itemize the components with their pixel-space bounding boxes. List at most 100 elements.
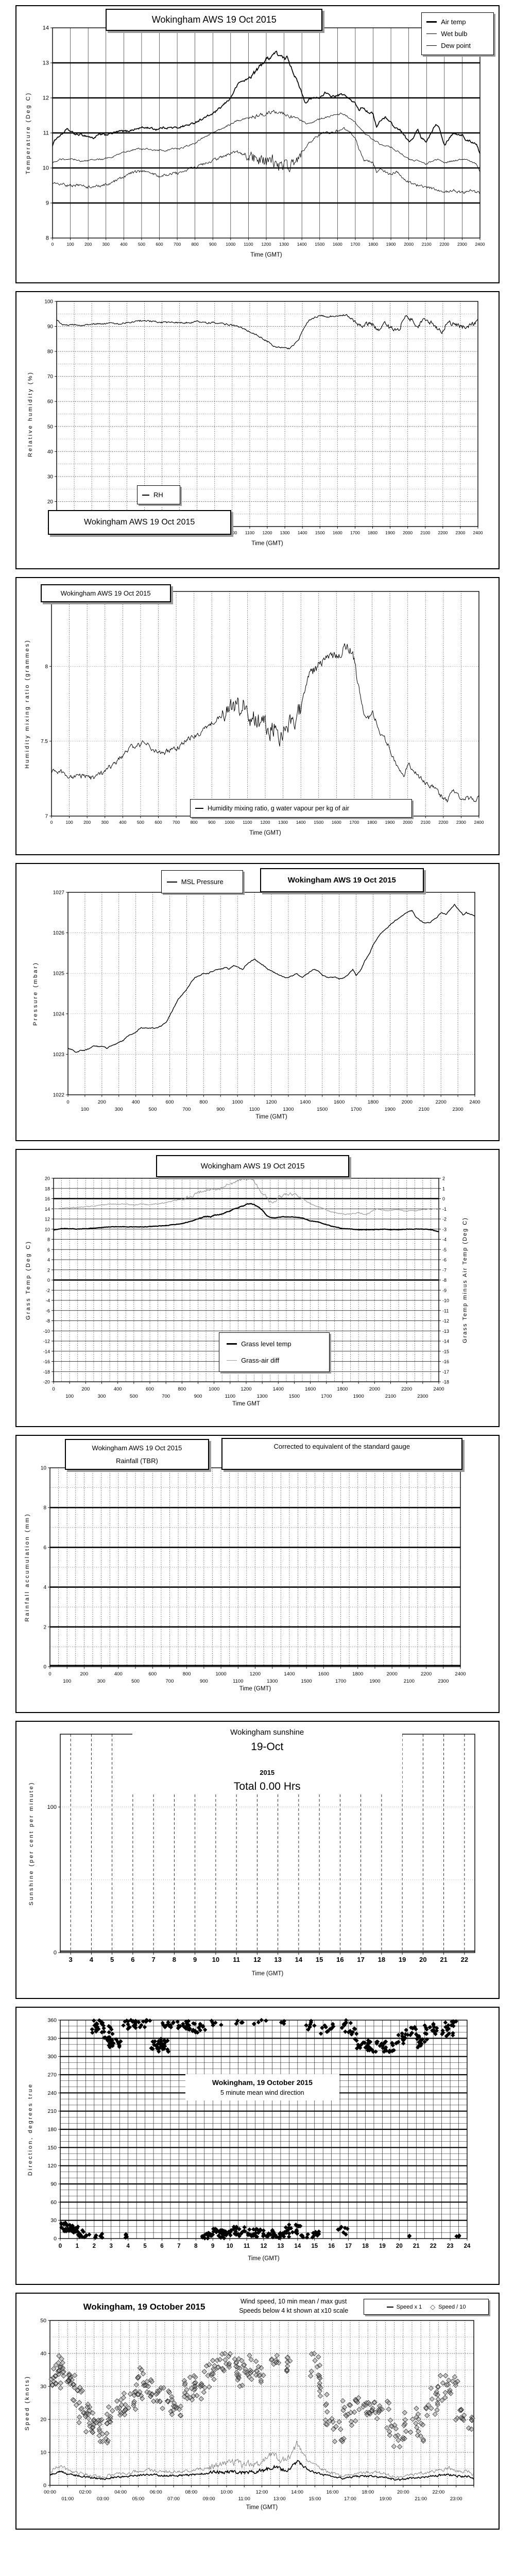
svg-text:2400: 2400	[455, 1671, 466, 1677]
svg-text:8: 8	[194, 2243, 198, 2249]
panel-temperature: 0 100 200 300 400 500 600 700 800 900 1000 1100 1200…	[15, 5, 500, 283]
svg-text:1500: 1500	[315, 242, 324, 247]
svg-text:500: 500	[130, 1394, 138, 1399]
svg-text:360: 360	[47, 2018, 57, 2024]
svg-text:2200: 2200	[439, 242, 449, 247]
grass-air-diff-line-swatch	[227, 1360, 237, 1361]
sunshine-title-block: Wokingham sunshine 19-Oct 2015 Total 0.0…	[132, 1728, 402, 1793]
svg-text:-10: -10	[442, 1298, 449, 1303]
svg-text:100: 100	[65, 820, 73, 825]
svg-text:1800: 1800	[368, 242, 378, 247]
svg-text:04:00: 04:00	[114, 2489, 127, 2495]
svg-text:1000: 1000	[209, 1386, 219, 1392]
mixing-ratio-legend: Humidity mixing ratio, g water vapour pe…	[190, 799, 412, 818]
svg-text:900: 900	[208, 820, 215, 825]
svg-text:1100: 1100	[225, 1394, 235, 1399]
svg-text:0: 0	[52, 242, 54, 247]
svg-text:200: 200	[80, 1671, 88, 1677]
wind-speed-header2: Speeds below 4 kt shown at x10 scale	[239, 2307, 349, 2314]
svg-text:Sunshine (per cent per minute): Sunshine (per cent per minute)	[28, 1781, 35, 1905]
svg-text:1800: 1800	[368, 530, 377, 535]
legend-row: Speed x 1 ◇ Speed / 10	[366, 2302, 486, 2311]
svg-text:1200: 1200	[263, 530, 272, 535]
chart-subtitle: 5 minute mean wind direction	[220, 2089, 304, 2096]
svg-text:Pressure (mbar): Pressure (mbar)	[32, 961, 39, 1025]
svg-text:06:00: 06:00	[150, 2489, 162, 2495]
sunshine-title: Wokingham sunshine	[230, 1728, 304, 1737]
svg-text:400: 400	[120, 242, 127, 247]
svg-text:1200: 1200	[241, 1386, 251, 1392]
svg-text:1900: 1900	[385, 530, 395, 535]
svg-text:12: 12	[261, 2243, 267, 2249]
svg-text:12: 12	[45, 1217, 50, 1222]
legend-item-wet-bulb: Wet bulb	[426, 28, 488, 40]
sunshine-date: 19-Oct	[251, 1741, 284, 1753]
svg-text:15:00: 15:00	[308, 2496, 321, 2502]
svg-text:12:00: 12:00	[256, 2489, 268, 2495]
svg-text:1900: 1900	[353, 1394, 364, 1399]
svg-text:700: 700	[173, 820, 180, 825]
svg-text:1400: 1400	[273, 1386, 284, 1392]
svg-text:1900: 1900	[369, 1679, 380, 1684]
svg-text:-13: -13	[442, 1329, 449, 1334]
svg-text:-1: -1	[442, 1207, 447, 1212]
svg-text:23: 23	[447, 2243, 454, 2249]
legend-item-mixing-ratio: Humidity mixing ratio, g water vapour pe…	[195, 803, 407, 814]
svg-text:300: 300	[101, 820, 109, 825]
legend-label: Grass level temp	[241, 1340, 291, 1348]
svg-text:2300: 2300	[438, 1679, 449, 1684]
svg-text:Time (GMT): Time (GMT)	[255, 1114, 287, 1120]
pressure-legend: MSL Pressure	[161, 870, 243, 893]
svg-text:1900: 1900	[385, 1107, 396, 1112]
svg-text:2000: 2000	[402, 1099, 413, 1105]
svg-text:600: 600	[156, 242, 163, 247]
svg-text:4: 4	[47, 1258, 50, 1263]
air-temp-line-swatch	[426, 21, 437, 23]
svg-text:1200: 1200	[261, 820, 270, 825]
legend-label: RH	[153, 491, 163, 499]
svg-text:40: 40	[47, 449, 54, 455]
svg-text:22: 22	[461, 1956, 468, 1963]
svg-text:300: 300	[47, 2054, 57, 2060]
svg-text:0: 0	[54, 1950, 57, 1956]
svg-text:09:00: 09:00	[203, 2496, 215, 2502]
svg-text:30: 30	[50, 2217, 57, 2224]
legend-item-air-temp: Air temp	[426, 16, 488, 28]
svg-text:22: 22	[430, 2243, 437, 2249]
svg-text:70: 70	[47, 374, 54, 380]
svg-text:2: 2	[93, 2243, 96, 2249]
svg-text:-8: -8	[46, 1318, 50, 1324]
svg-text:18: 18	[45, 1186, 50, 1191]
svg-text:2200: 2200	[438, 820, 448, 825]
svg-text:0: 0	[47, 1278, 50, 1283]
sunshine-total: Total 0.00 Hrs	[233, 1781, 301, 1792]
svg-text:1500: 1500	[301, 1679, 312, 1684]
svg-text:0: 0	[66, 1099, 69, 1105]
svg-text:1027: 1027	[53, 890, 65, 896]
svg-text:1300: 1300	[283, 1107, 294, 1112]
svg-text:24: 24	[464, 2243, 471, 2249]
legend-label: MSL Pressure	[181, 878, 224, 886]
rainfall-note: Corrected to equivalent of the standard …	[273, 1443, 410, 1450]
svg-text:12: 12	[253, 1956, 261, 1963]
panel-sunshine: 3 4 5 6 7 8 9 10 11 12 13 14 15 16 17 18 19 20 21 22 Time (G…	[15, 1721, 500, 1999]
mixing-ratio-line-swatch	[195, 807, 203, 809]
svg-text:8: 8	[45, 664, 48, 670]
svg-text:6: 6	[47, 1247, 50, 1252]
legend-item-grass-level-temp: Grass level temp	[227, 1338, 322, 1350]
svg-text:-18: -18	[442, 1380, 449, 1385]
svg-text:1700: 1700	[321, 1394, 332, 1399]
svg-text:0: 0	[54, 2236, 57, 2242]
svg-text:90: 90	[47, 324, 54, 330]
svg-text:1700: 1700	[350, 242, 360, 247]
svg-text:2000: 2000	[404, 242, 414, 247]
svg-text:-12: -12	[442, 1318, 449, 1324]
svg-text:80: 80	[47, 349, 54, 355]
svg-text:2200: 2200	[438, 530, 448, 535]
svg-text:18:00: 18:00	[362, 2489, 374, 2495]
svg-text:400: 400	[132, 1099, 140, 1105]
svg-text:2: 2	[47, 1267, 50, 1273]
svg-text:21: 21	[413, 2243, 420, 2249]
svg-text:Humidity mixing ratio (grammes: Humidity mixing ratio (grammes)	[24, 639, 30, 768]
svg-text:19:00: 19:00	[380, 2496, 392, 2502]
